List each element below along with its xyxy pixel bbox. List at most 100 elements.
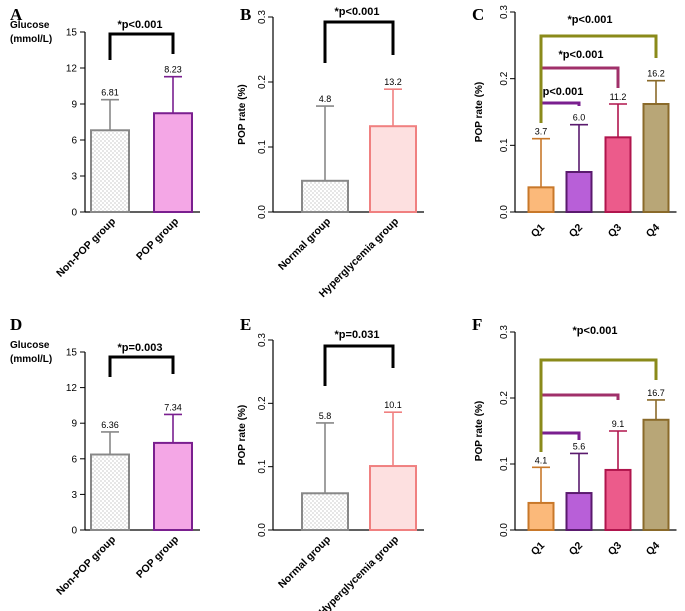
y-tick-label: 3 <box>71 172 77 183</box>
significance-bracket <box>108 355 175 377</box>
chart-panel-d: D 0 3 6 9 12 15 Glucose (mmol/L) 6.36 Non-POP grou… <box>10 315 200 598</box>
bar <box>642 418 670 531</box>
x-tick-label: Q1 <box>529 540 548 559</box>
significance-label: *p<0.001 <box>559 49 604 61</box>
x-tick-label: Q1 <box>529 222 548 241</box>
panel-letter: A <box>10 5 23 24</box>
x-tick-label: Q3 <box>606 222 625 241</box>
y-tick-label: 0.1 <box>257 459 268 473</box>
y-axis-label: (mmol/L) <box>10 34 52 45</box>
data-label: 11.2 <box>610 92 627 102</box>
data-label: 6.36 <box>101 420 119 430</box>
x-tick-label: Normal group <box>276 216 333 273</box>
x-tick-label: Non-POP group <box>54 216 118 280</box>
chart-panel-f: F 0.0 0.1 0.2 0.3 POP rate (%) 4.1 Q1 5.6 Q2 9.1 Q3… <box>472 315 677 558</box>
y-tick-label: 0 <box>71 526 77 537</box>
x-tick-label: Q3 <box>606 540 625 559</box>
significance-bracket <box>539 358 658 452</box>
y-tick-label: 6 <box>71 454 77 465</box>
data-label: 16.7 <box>647 388 665 398</box>
x-tick-label: POP group <box>134 534 181 581</box>
y-axis-label: Glucose <box>10 20 50 31</box>
data-label: 4.1 <box>535 455 548 465</box>
y-tick-label: 0.2 <box>499 71 510 85</box>
y-tick-label: 0.2 <box>257 75 268 89</box>
y-tick-label: 9 <box>71 419 77 430</box>
significance-bracket <box>323 20 395 63</box>
data-label: 13.2 <box>384 77 402 87</box>
significance-bracket <box>539 34 658 123</box>
y-tick-label: 0.3 <box>257 10 268 24</box>
data-label: 6.0 <box>573 113 586 123</box>
data-label: 5.8 <box>319 411 332 421</box>
significance-label: *p<0.001 <box>118 19 163 31</box>
data-label: 3.7 <box>535 127 548 137</box>
y-tick-label: 9 <box>71 100 77 111</box>
y-axis-label: POP rate (%) <box>237 84 248 144</box>
chart-panel-e: E 0.0 0.1 0.2 0.3 POP rate (%) 5.8 Normal group… <box>237 315 424 611</box>
data-label: 9.1 <box>612 419 625 429</box>
x-tick-label: Hyperglycemia group <box>317 216 401 300</box>
data-label: 7.34 <box>164 402 182 412</box>
y-tick-label: 12 <box>66 64 78 75</box>
y-tick-label: 0.2 <box>257 396 268 410</box>
panel-letter: E <box>240 315 251 334</box>
panel-letter: D <box>10 315 22 334</box>
significance-bracket <box>108 32 175 60</box>
bar <box>369 465 417 531</box>
y-tick-label: 15 <box>66 348 78 359</box>
significance-label: *p=0.031 <box>335 329 380 341</box>
bar <box>565 492 593 532</box>
chart-panel-a: A 0 3 6 9 12 15 Glucose (mmol/L) 6.81 Non-POP grou… <box>10 5 200 280</box>
bar <box>527 501 555 532</box>
bar <box>565 171 593 213</box>
y-tick-label: 12 <box>66 383 78 394</box>
bar <box>90 129 130 213</box>
y-axis-label: Glucose <box>10 340 50 351</box>
chart-panel-b: B 0.0 0.1 0.2 0.3 POP rate (%) 4.8 Normal group… <box>237 5 424 300</box>
y-tick-label: 0.1 <box>499 138 510 152</box>
y-tick-label: 15 <box>66 28 78 39</box>
y-axis-label: (mmol/L) <box>10 354 52 365</box>
y-tick-label: 0.0 <box>257 523 268 537</box>
x-tick-label: Q4 <box>644 540 663 559</box>
panel-letter: B <box>240 5 251 24</box>
bar <box>369 125 417 213</box>
bar <box>527 186 555 213</box>
y-tick-label: 0.0 <box>499 523 510 537</box>
y-tick-label: 6 <box>71 136 77 147</box>
y-axis-label: POP rate (%) <box>237 405 248 465</box>
bar <box>604 136 632 213</box>
x-tick-label: Non-POP group <box>54 534 118 598</box>
y-tick-label: 0.0 <box>499 205 510 219</box>
y-tick-label: 0.1 <box>257 140 268 154</box>
significance-label: p<0.001 <box>543 86 584 98</box>
data-label: 10.1 <box>384 400 402 410</box>
x-tick-label: Q2 <box>567 222 586 241</box>
y-tick-label: 3 <box>71 490 77 501</box>
chart-panel-c: C 0.0 0.1 0.2 0.3 POP rate (%) 3.7 Q1 6.0 Q2 11.2 Q… <box>472 5 677 240</box>
y-tick-label: 0.3 <box>499 5 510 19</box>
data-label: 6.81 <box>101 88 119 98</box>
y-tick-label: 0.2 <box>499 391 510 405</box>
y-tick-label: 0 <box>71 208 77 219</box>
bar <box>90 453 130 532</box>
y-tick-label: 0.1 <box>499 457 510 471</box>
bar <box>301 179 349 214</box>
panel-letter: C <box>472 5 484 24</box>
x-tick-label: Q2 <box>567 540 586 559</box>
y-tick-label: 0.0 <box>257 205 268 219</box>
significance-label: *p=0.003 <box>118 342 163 354</box>
significance-label: *p<0.001 <box>568 14 613 26</box>
x-tick-label: Normal group <box>276 534 333 591</box>
data-label: 8.23 <box>164 65 182 75</box>
bar <box>153 112 193 213</box>
panel-letter: F <box>472 315 482 334</box>
data-label: 4.8 <box>319 94 332 104</box>
y-tick-label: 0.3 <box>257 333 268 347</box>
bar <box>153 441 193 532</box>
bar <box>604 468 632 532</box>
data-label: 5.6 <box>573 441 586 451</box>
data-label: 16.2 <box>647 69 665 79</box>
